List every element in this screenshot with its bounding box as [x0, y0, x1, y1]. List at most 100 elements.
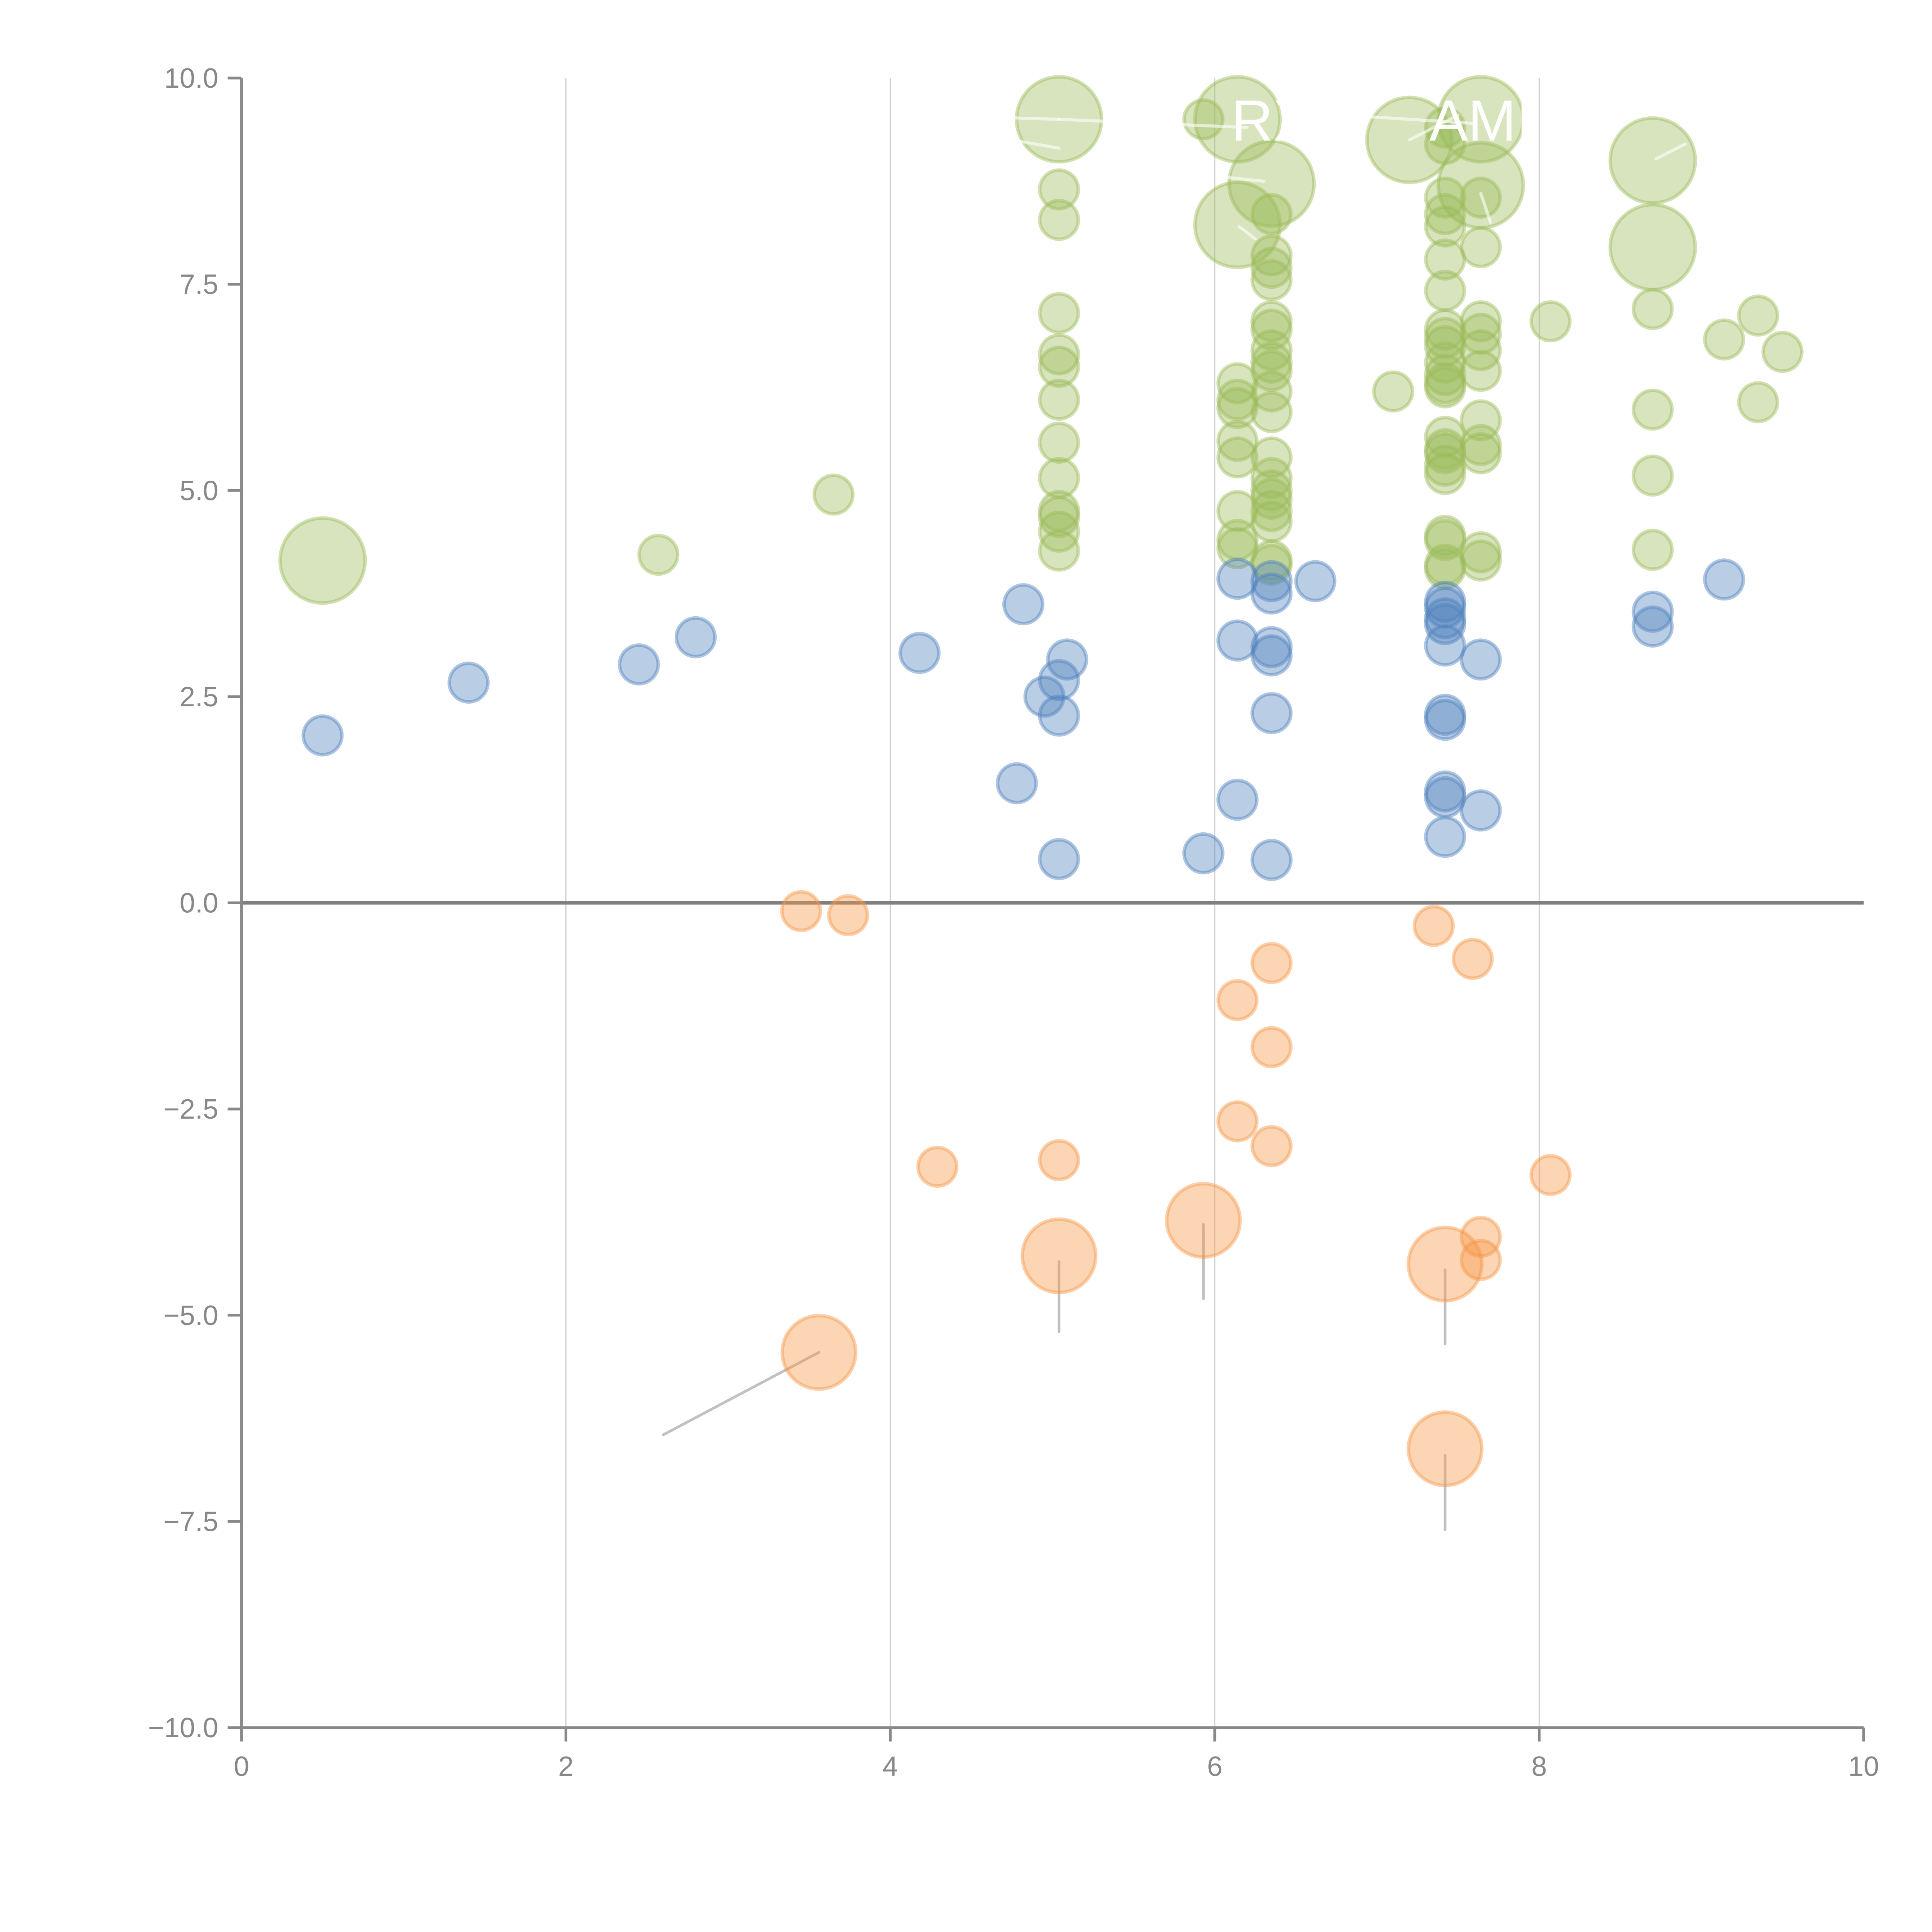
point-green [1737, 294, 1779, 337]
point-green [1250, 259, 1293, 301]
point-green [1038, 421, 1080, 464]
point-green [1038, 496, 1080, 538]
point-green [1038, 168, 1080, 211]
point-orange [1250, 1125, 1293, 1167]
point-blue [996, 762, 1038, 804]
point-green [1250, 247, 1293, 289]
point-orange [1216, 979, 1259, 1021]
point-green [1424, 354, 1466, 396]
point-blue [1424, 580, 1466, 623]
point-green [637, 534, 680, 576]
point-green [1038, 345, 1080, 388]
point-green [1459, 399, 1502, 442]
point-blue [1424, 770, 1466, 813]
point-orange [1459, 1239, 1502, 1281]
point-green [1761, 331, 1804, 373]
label-leader-line [1057, 117, 1249, 129]
point-green [1608, 116, 1697, 205]
point-blue [1631, 590, 1674, 633]
point-green [1227, 139, 1316, 228]
point-green [1038, 510, 1080, 553]
point-orange [1038, 1139, 1080, 1181]
point-blue [1038, 694, 1080, 737]
point-green [1459, 424, 1502, 466]
point-green [1459, 300, 1502, 343]
point-orange [780, 890, 822, 932]
point-green [1250, 478, 1293, 520]
point-blue [1703, 558, 1745, 601]
y-tick-label: 7.5 [180, 269, 218, 300]
point-blue [1424, 816, 1466, 858]
point-green [1424, 515, 1466, 557]
point-green [1459, 329, 1502, 371]
point-green [1038, 292, 1080, 334]
point-green [1216, 490, 1259, 532]
point-blue [1424, 624, 1466, 667]
point-orange [1406, 1410, 1484, 1488]
label-leader-line [1479, 192, 1492, 224]
point-blue [1250, 572, 1293, 615]
point-orange [1451, 938, 1494, 980]
point-orange [1459, 1216, 1502, 1258]
point-green [1216, 387, 1259, 429]
y-tick-label: −7.5 [163, 1506, 218, 1537]
point-green [1250, 193, 1293, 235]
point-blue [1250, 626, 1293, 668]
point-green [1250, 329, 1293, 371]
point-green [1250, 341, 1293, 384]
point-green [1250, 490, 1293, 532]
point-orange [916, 1146, 959, 1188]
point-green [1424, 316, 1466, 359]
x-tick-label: 4 [883, 1751, 898, 1782]
y-tick-label: 0.0 [180, 888, 218, 919]
point-blue [1038, 838, 1080, 880]
data-points [278, 75, 1804, 1488]
y-tick-label: 5.0 [180, 475, 218, 506]
point-green [1250, 234, 1293, 277]
point-green [1424, 341, 1466, 384]
x-tick-label: 8 [1531, 1751, 1547, 1782]
label-leader-line [1237, 225, 1257, 241]
point-green [1424, 548, 1466, 590]
label-leader-line [986, 134, 1061, 150]
point-green [1216, 527, 1259, 570]
x-tick-label: 10 [1848, 1751, 1879, 1782]
point-blue [1459, 789, 1502, 832]
point-blue [1002, 583, 1044, 626]
point-green [1250, 500, 1293, 543]
y-tick-label: 2.5 [180, 682, 218, 713]
point-green [1436, 141, 1525, 230]
point-orange [1406, 1225, 1484, 1303]
point-green [1424, 453, 1466, 495]
annotation-label: AMI [1429, 88, 1532, 153]
point-green [1424, 444, 1466, 487]
point-green [1250, 391, 1293, 433]
point-green [1459, 531, 1502, 573]
point-green [1182, 98, 1225, 141]
x-tick-label: 6 [1207, 1751, 1223, 1782]
point-orange [827, 894, 869, 937]
point-green [1459, 350, 1502, 392]
y-tick-label: −5.0 [163, 1300, 218, 1331]
point-green [1424, 543, 1466, 586]
x-tick-label: 2 [558, 1751, 574, 1782]
point-green [1424, 416, 1466, 458]
point-blue [1250, 692, 1293, 735]
label-leader-line [1221, 175, 1265, 183]
point-orange [1020, 1217, 1098, 1294]
point-green [1737, 381, 1779, 423]
point-blue [1250, 839, 1293, 881]
point-blue [1046, 638, 1088, 681]
label-leader-lines [921, 114, 1687, 241]
point-orange [1250, 1026, 1293, 1068]
point-blue [1216, 619, 1259, 662]
point-green [1216, 420, 1259, 462]
point-green [1250, 543, 1293, 586]
point-green [1250, 469, 1293, 512]
annotation-labels: RX AMI [1231, 88, 1532, 153]
point-green [1424, 193, 1466, 235]
point-blue [1424, 694, 1466, 736]
label-leader-line [921, 114, 1061, 121]
label-leader-line [1408, 114, 1460, 142]
point-green [1193, 180, 1282, 269]
